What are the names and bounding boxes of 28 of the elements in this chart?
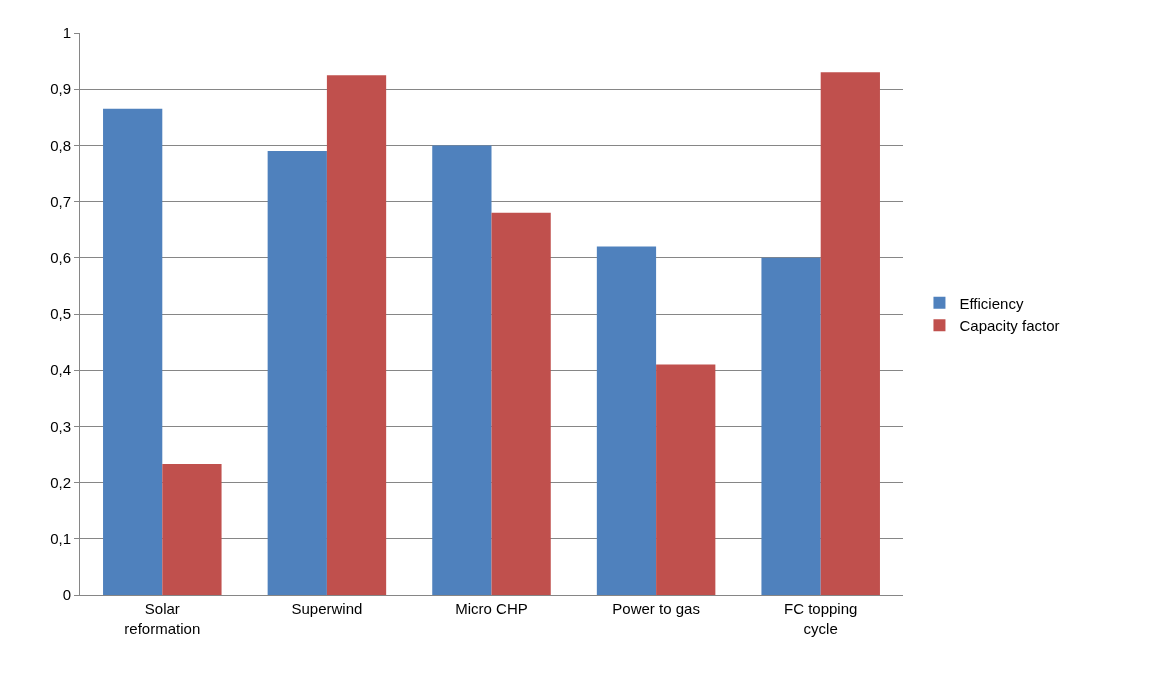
legend-label: Efficiency [959, 294, 1024, 312]
bar [761, 257, 821, 595]
x-tick-label: Power to gas [612, 600, 700, 617]
x-tick-label: Superwind [291, 600, 363, 617]
y-tick-label: 0,1 [50, 530, 71, 548]
y-tick-label: 0,2 [50, 473, 71, 491]
y-tick-label: 0,3 [50, 417, 71, 435]
x-tick-label: FC topping cycle [784, 600, 858, 637]
bar [267, 151, 327, 595]
bar [162, 464, 222, 595]
bar [596, 246, 657, 595]
bar [656, 364, 716, 595]
bar [491, 212, 551, 595]
x-tick-label: Micro CHP [455, 600, 528, 617]
y-tick-label: 0,5 [50, 305, 71, 323]
y-tick-label: 0,6 [50, 249, 71, 267]
y-tick-label: 0,4 [50, 361, 71, 379]
y-tick-label: 0,8 [50, 136, 71, 154]
y-tick-label: 0,7 [50, 192, 71, 210]
bar [103, 108, 163, 595]
y-tick-label: 0,9 [50, 80, 71, 98]
x-tick-label: Solar reformation [124, 600, 201, 637]
bar [326, 75, 387, 595]
y-tick-label: 0 [62, 586, 71, 604]
y-tick-label: 1 [62, 24, 71, 42]
legend-label: Capacity factor [959, 317, 1060, 335]
bar [820, 72, 880, 595]
bar [432, 145, 492, 595]
